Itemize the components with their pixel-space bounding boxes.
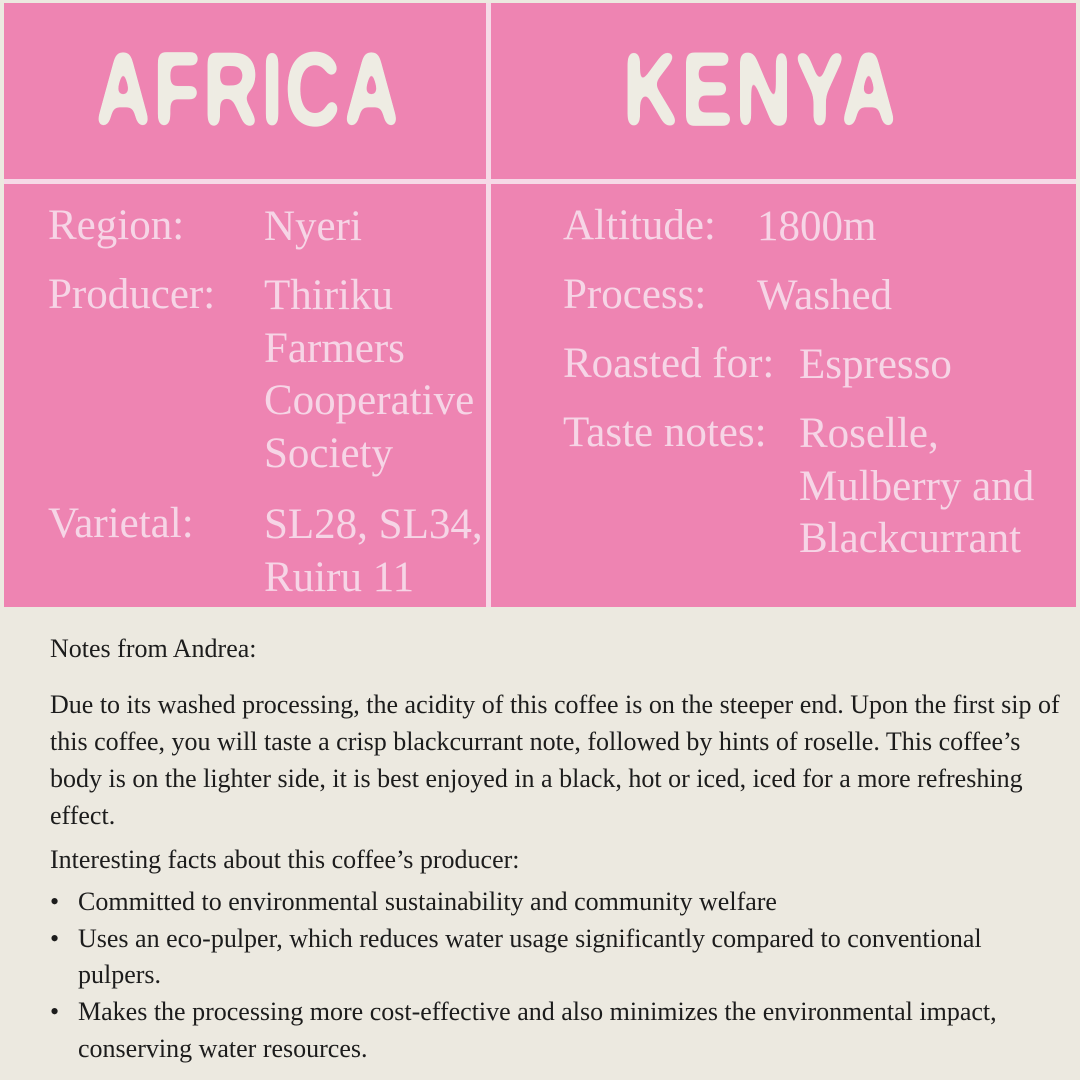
svg-text:AFRICA: AFRICA bbox=[95, 32, 402, 147]
svg-text:KENYA: KENYA bbox=[623, 32, 899, 147]
